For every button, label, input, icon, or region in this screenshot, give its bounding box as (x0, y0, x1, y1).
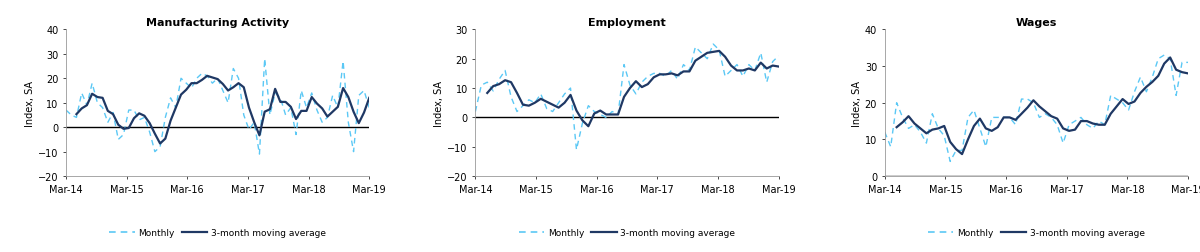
Title: Employment: Employment (588, 18, 666, 28)
Y-axis label: Index, SA: Index, SA (434, 80, 444, 126)
Legend: Monthly, 3-month moving average: Monthly, 3-month moving average (106, 225, 330, 241)
Title: Wages: Wages (1015, 18, 1057, 28)
Legend: Monthly, 3-month moving average: Monthly, 3-month moving average (924, 225, 1148, 241)
Legend: Monthly, 3-month moving average: Monthly, 3-month moving average (515, 225, 739, 241)
Title: Manufacturing Activity: Manufacturing Activity (146, 18, 289, 28)
Y-axis label: Index, SA: Index, SA (852, 80, 862, 126)
Y-axis label: Index, SA: Index, SA (25, 80, 35, 126)
